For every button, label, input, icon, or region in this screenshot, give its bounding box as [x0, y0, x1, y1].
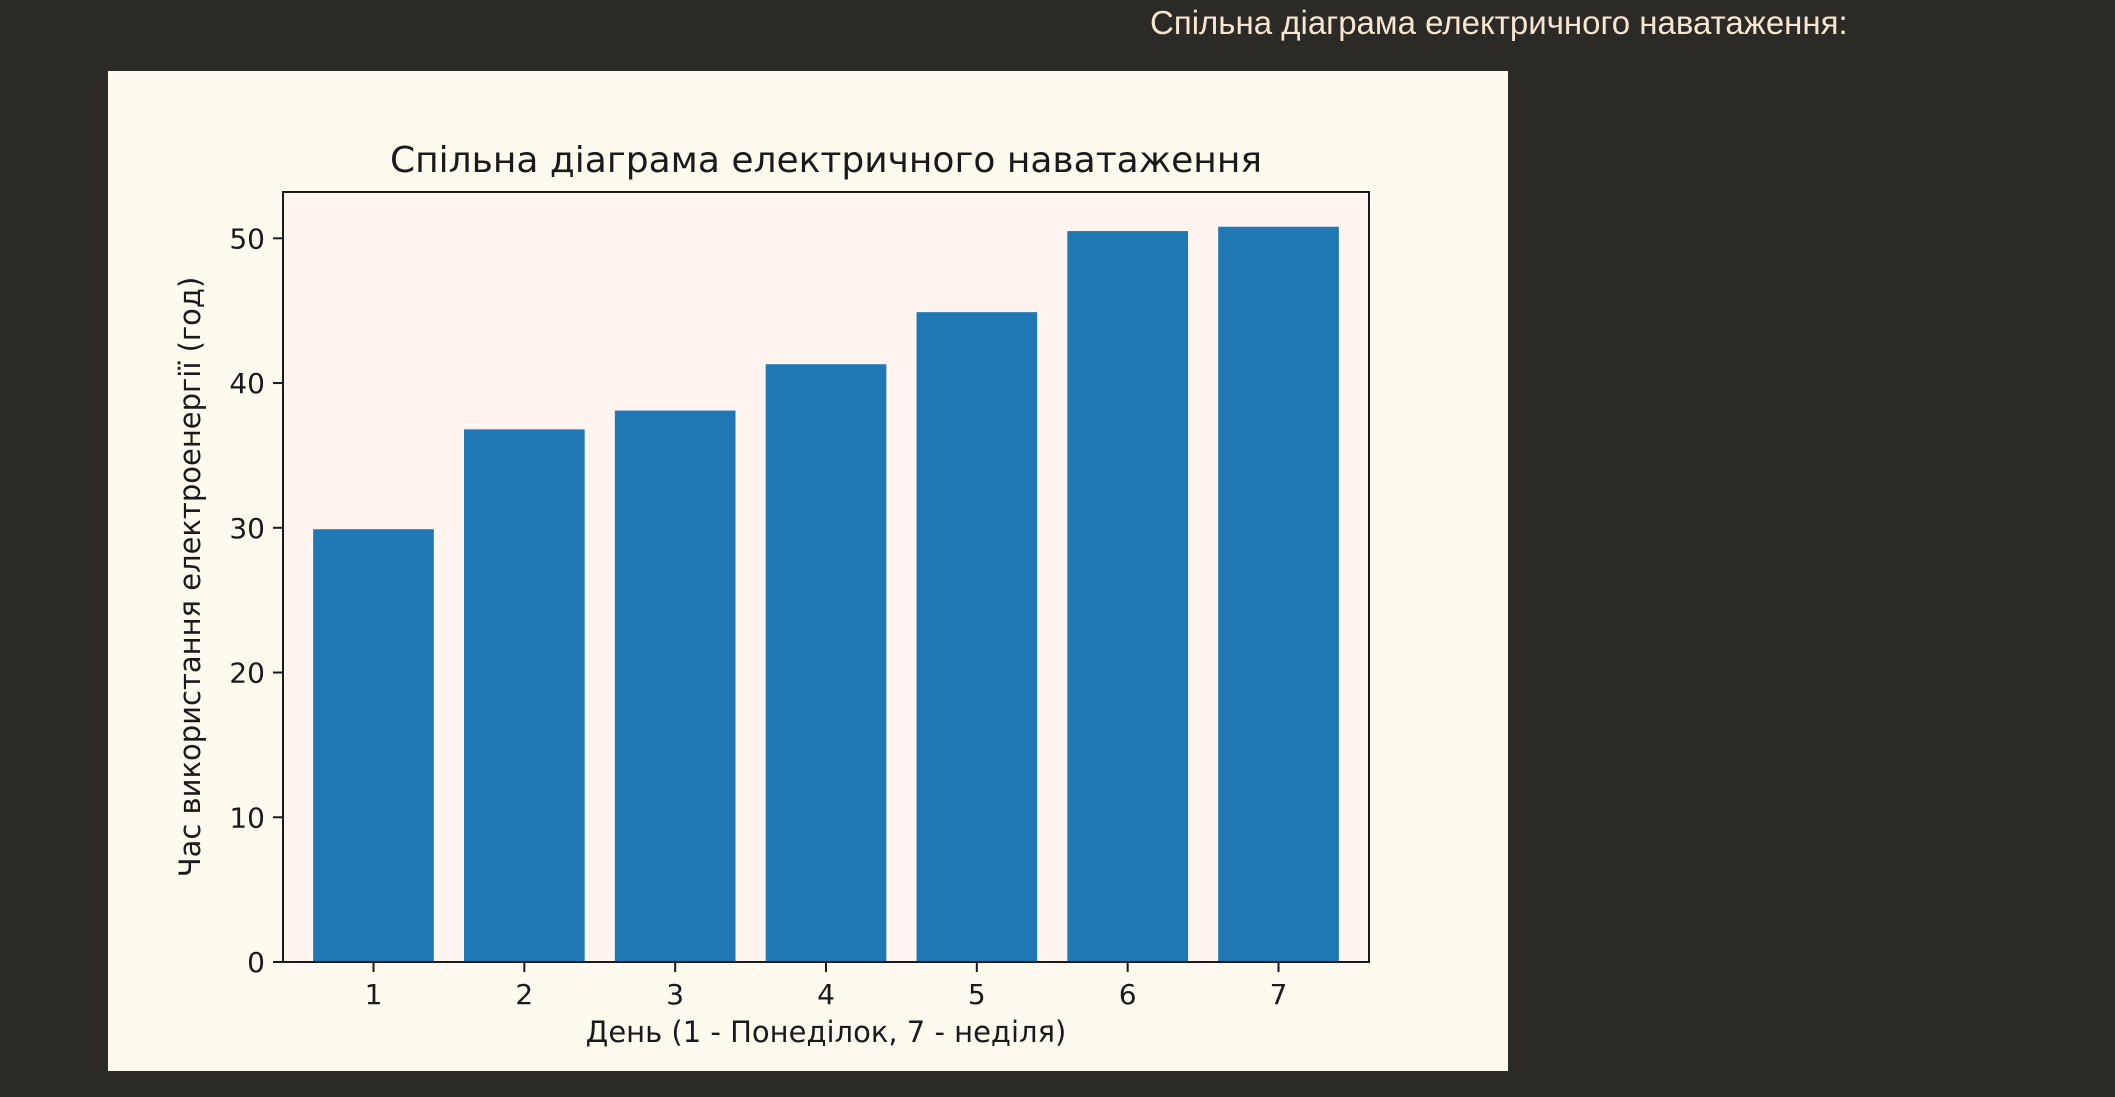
- bars: [313, 226, 1339, 963]
- x-tick-label: 5: [968, 978, 986, 1011]
- bar-day-6: [1067, 231, 1188, 962]
- chart-figure: 0 10 20 30 40 50 1 2 3 4 5 6 7 Спільна діаграма еле…: [108, 71, 1508, 1071]
- page-heading: Спільна діаграма електричного наватаженн…: [1150, 4, 1848, 41]
- bar-day-5: [916, 312, 1038, 962]
- bar-chart: 0 10 20 30 40 50 1 2 3 4 5 6 7 Спільна діаграма еле…: [173, 140, 1370, 1049]
- y-tick-label: 50: [229, 222, 265, 255]
- x-tick-label: 2: [515, 978, 533, 1011]
- x-tick-label: 7: [1270, 978, 1288, 1011]
- bar-day-1: [313, 529, 434, 962]
- y-tick-label: 40: [229, 367, 265, 400]
- x-tick-label: 4: [817, 978, 835, 1011]
- y-tick-label: 20: [229, 657, 265, 690]
- y-tick-label: 10: [229, 801, 265, 834]
- x-axis-label: День (1 - Понеділок, 7 - неділя): [586, 1015, 1067, 1049]
- bar-day-2: [464, 429, 585, 962]
- bar-day-7: [1218, 226, 1339, 963]
- x-tick-label: 1: [365, 978, 383, 1011]
- x-tick-label: 6: [1119, 978, 1137, 1011]
- y-tick-label: 30: [229, 512, 265, 545]
- bar-day-4: [765, 364, 887, 963]
- bar-day-3: [614, 410, 736, 963]
- x-tick-label: 3: [666, 978, 684, 1011]
- y-axis-label: Час використання електроенергії (год): [173, 277, 207, 878]
- y-axis: 0 10 20 30 40 50: [229, 222, 283, 979]
- y-tick-label: 0: [247, 946, 265, 979]
- x-axis: 1 2 3 4 5 6 7: [365, 962, 1288, 1011]
- chart-title: Спільна діаграма електричного наватаженн…: [390, 140, 1262, 181]
